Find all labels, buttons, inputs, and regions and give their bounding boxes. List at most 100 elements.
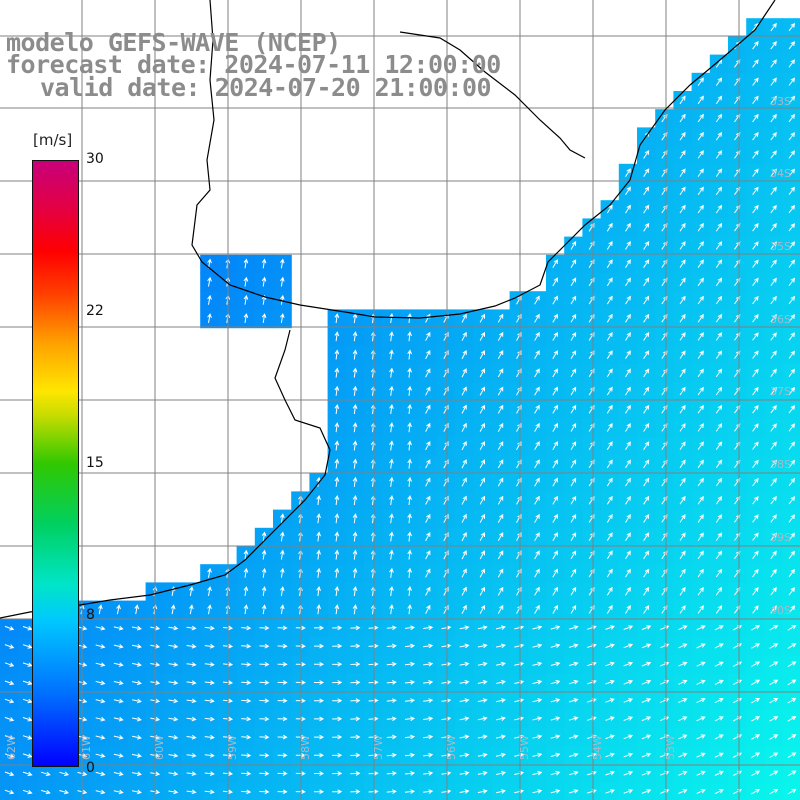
wind-arrow	[715, 495, 723, 505]
wind-arrow	[679, 295, 686, 305]
latitude-label: 40S	[770, 604, 791, 617]
wind-arrow	[280, 276, 285, 287]
wind-arrow	[477, 789, 488, 794]
wind-arrow	[386, 771, 397, 776]
coastline-river-plate	[399, 31, 586, 159]
wind-arrow	[605, 734, 615, 740]
latitude-label: 37S	[770, 385, 791, 398]
wind-arrow	[477, 625, 488, 630]
wind-arrow	[368, 661, 379, 667]
wind-arrow	[241, 753, 252, 758]
wind-arrow	[788, 168, 796, 177]
wind-arrow	[425, 404, 431, 414]
wind-arrow	[261, 586, 267, 596]
wind-arrow	[495, 716, 506, 721]
wind-arrow	[605, 661, 615, 667]
wind-arrow	[679, 131, 686, 141]
wind-arrow	[770, 295, 777, 305]
wind-arrow	[389, 476, 394, 487]
wind-arrow	[204, 716, 215, 722]
wind-arrow	[770, 441, 777, 450]
wind-arrow	[168, 753, 179, 758]
wind-arrow	[770, 186, 777, 195]
wind-arrow	[186, 789, 197, 795]
wind-arrow	[787, 661, 797, 668]
wind-arrow	[715, 550, 723, 560]
wind-arrow	[751, 770, 761, 777]
wind-arrow	[22, 698, 33, 704]
wind-arrow	[314, 716, 325, 722]
wind-arrow	[552, 441, 558, 451]
wind-arrow	[4, 716, 15, 722]
wind-arrow	[769, 643, 779, 649]
wind-arrow	[788, 95, 796, 104]
wind-arrow	[334, 349, 340, 360]
wind-arrow	[570, 477, 577, 487]
wind-arrow	[131, 680, 142, 686]
wind-arrow	[623, 752, 634, 758]
wind-arrow	[643, 204, 650, 214]
wind-arrow	[770, 241, 777, 250]
wind-arrow	[295, 643, 306, 649]
wind-arrow	[423, 661, 434, 667]
wind-arrow	[334, 458, 340, 469]
wind-arrow	[404, 680, 416, 685]
wind-arrow	[497, 368, 504, 378]
wind-arrow	[134, 604, 140, 615]
wind-arrow	[479, 477, 485, 487]
wind-arrow	[788, 368, 796, 377]
wind-arrow	[243, 549, 249, 560]
wind-arrow	[643, 259, 650, 268]
wind-arrow	[552, 586, 558, 596]
wind-arrow	[168, 789, 179, 795]
wind-arrow	[477, 643, 488, 649]
wind-arrow	[423, 789, 434, 794]
wind-arrow	[407, 494, 412, 506]
wind-arrow	[751, 752, 761, 758]
wind-arrow	[497, 532, 504, 542]
wind-arrow	[696, 643, 706, 649]
wind-arrow	[697, 350, 704, 359]
wind-arrow	[732, 661, 743, 667]
wind-arrow	[678, 679, 688, 685]
wind-arrow	[679, 241, 686, 250]
wind-arrow	[113, 789, 124, 795]
wind-arrow	[4, 698, 15, 704]
wind-arrow	[550, 752, 561, 758]
wind-arrow	[697, 204, 704, 214]
wind-arrow	[696, 752, 706, 758]
wind-arrow	[552, 350, 558, 360]
wind-arrow	[459, 661, 470, 667]
wind-arrow	[696, 789, 706, 795]
wind-arrow	[423, 734, 434, 740]
wind-arrow	[404, 643, 416, 649]
wind-arrow	[697, 495, 704, 505]
wind-arrow	[606, 568, 613, 578]
wind-arrow	[277, 716, 288, 722]
wind-arrow	[495, 789, 506, 794]
wind-arrow	[534, 313, 540, 323]
wind-arrow	[678, 698, 688, 703]
wind-arrow	[679, 514, 686, 523]
wind-arrow	[715, 168, 723, 177]
wind-arrow	[461, 440, 467, 451]
wind-arrow	[425, 604, 431, 614]
wind-arrow	[350, 698, 361, 704]
wind-arrow	[423, 752, 434, 758]
wind-arrow	[259, 789, 270, 795]
wind-arrow	[788, 314, 796, 323]
wind-arrow	[259, 625, 270, 631]
wind-arrow	[732, 752, 743, 758]
wind-arrow	[732, 770, 743, 777]
wind-arrow	[534, 295, 540, 305]
wind-arrow	[697, 550, 704, 560]
wind-arrow	[550, 716, 561, 721]
wind-arrow	[550, 679, 561, 685]
wind-arrow	[386, 680, 397, 685]
wind-arrow	[168, 771, 179, 776]
longitude-label: 57W	[372, 735, 385, 760]
wind-arrow	[715, 131, 723, 141]
wind-arrow	[404, 734, 416, 740]
wind-arrow	[679, 204, 686, 214]
wind-arrow	[497, 386, 504, 396]
